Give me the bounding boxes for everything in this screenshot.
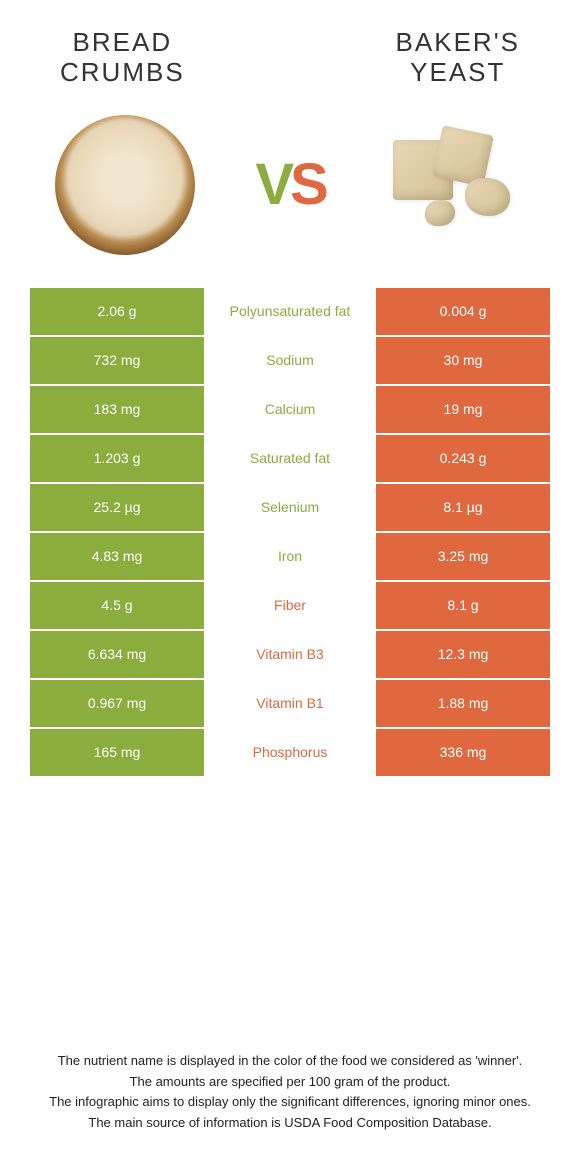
nutrient-name: Calcium xyxy=(204,386,376,433)
left-value: 25.2 µg xyxy=(30,484,204,531)
nutrient-name: Polyunsaturated fat xyxy=(204,288,376,335)
title-right: BAKER'S YEAST xyxy=(396,28,520,88)
footer-line: The infographic aims to display only the… xyxy=(30,1092,550,1113)
table-row: 0.967 mgVitamin B11.88 mg xyxy=(30,680,550,727)
right-value: 3.25 mg xyxy=(376,533,550,580)
footer-line: The amounts are specified per 100 gram o… xyxy=(30,1072,550,1093)
vs-v: V xyxy=(255,152,290,217)
nutrient-name: Fiber xyxy=(204,582,376,629)
table-row: 25.2 µgSelenium8.1 µg xyxy=(30,484,550,531)
left-value: 4.5 g xyxy=(30,582,204,629)
left-value: 6.634 mg xyxy=(30,631,204,678)
table-row: 732 mgSodium30 mg xyxy=(30,337,550,384)
table-row: 6.634 mgVitamin B312.3 mg xyxy=(30,631,550,678)
breadcrumbs-image xyxy=(50,110,200,260)
title-left: BREAD CRUMBS xyxy=(60,28,185,88)
left-value: 165 mg xyxy=(30,729,204,776)
left-value: 183 mg xyxy=(30,386,204,433)
right-value: 0.004 g xyxy=(376,288,550,335)
right-value: 19 mg xyxy=(376,386,550,433)
footer-line: The main source of information is USDA F… xyxy=(30,1113,550,1134)
nutrient-name: Selenium xyxy=(204,484,376,531)
title-right-line1: BAKER'S xyxy=(396,28,520,58)
left-value: 4.83 mg xyxy=(30,533,204,580)
right-value: 12.3 mg xyxy=(376,631,550,678)
right-value: 8.1 µg xyxy=(376,484,550,531)
vs-s: S xyxy=(290,152,325,217)
right-value: 0.243 g xyxy=(376,435,550,482)
nutrient-name: Phosphorus xyxy=(204,729,376,776)
header-titles: BREAD CRUMBS BAKER'S YEAST xyxy=(0,0,580,98)
table-row: 4.83 mgIron3.25 mg xyxy=(30,533,550,580)
left-value: 1.203 g xyxy=(30,435,204,482)
right-value: 8.1 g xyxy=(376,582,550,629)
title-right-line2: YEAST xyxy=(396,58,520,88)
table-row: 4.5 gFiber8.1 g xyxy=(30,582,550,629)
left-value: 0.967 mg xyxy=(30,680,204,727)
nutrient-name: Saturated fat xyxy=(204,435,376,482)
left-value: 2.06 g xyxy=(30,288,204,335)
nutrient-name: Vitamin B1 xyxy=(204,680,376,727)
table-row: 183 mgCalcium19 mg xyxy=(30,386,550,433)
yeast-image xyxy=(380,110,530,260)
footer-line: The nutrient name is displayed in the co… xyxy=(30,1051,550,1072)
right-value: 336 mg xyxy=(376,729,550,776)
nutrient-name: Vitamin B3 xyxy=(204,631,376,678)
comparison-table: 2.06 gPolyunsaturated fat0.004 g732 mgSo… xyxy=(0,288,580,776)
title-left-line2: CRUMBS xyxy=(60,58,185,88)
footer-notes: The nutrient name is displayed in the co… xyxy=(0,1051,580,1134)
left-value: 732 mg xyxy=(30,337,204,384)
title-left-line1: BREAD xyxy=(60,28,185,58)
nutrient-name: Sodium xyxy=(204,337,376,384)
table-row: 2.06 gPolyunsaturated fat0.004 g xyxy=(30,288,550,335)
table-row: 165 mgPhosphorus336 mg xyxy=(30,729,550,776)
right-value: 1.88 mg xyxy=(376,680,550,727)
right-value: 30 mg xyxy=(376,337,550,384)
table-row: 1.203 gSaturated fat0.243 g xyxy=(30,435,550,482)
image-row: VS xyxy=(0,98,580,288)
nutrient-name: Iron xyxy=(204,533,376,580)
vs-label: VS xyxy=(255,151,324,218)
